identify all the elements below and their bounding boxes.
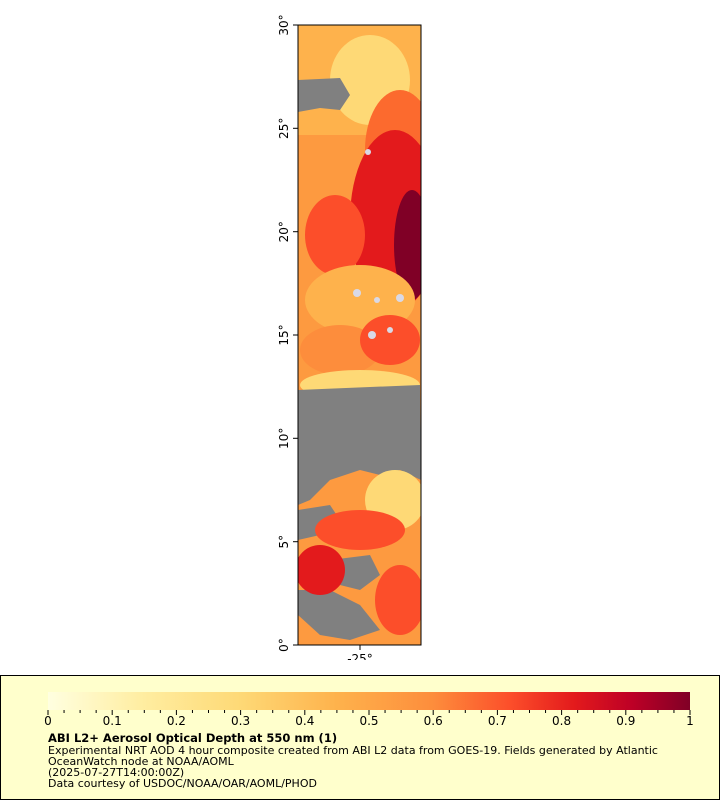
colorbar-tick-label: 0.7 [488,714,507,728]
legend-panel: 0 0.1 0.2 0.3 0.4 0.5 0.6 0.7 0.8 0.9 1 ABI L2+ Ae… [0,675,720,800]
colorbar-tick-label: 0.3 [231,714,250,728]
colorbar-tick-label: 1 [686,714,694,728]
colorbar-tick-label: 0.5 [359,714,378,728]
lat-tick-label: 0° [277,638,291,652]
colorbar: 0 0.1 0.2 0.3 0.4 0.5 0.6 0.7 0.8 0.9 1 [44,692,694,728]
lat-tick-label: 10° [277,428,291,449]
colorbar-gradient [48,692,690,710]
legend-description: OceanWatch node at NOAA/AOML [48,755,234,768]
legend-title: ABI L2+ Aerosol Optical Depth at 550 nm … [48,731,338,745]
colorbar-tick-label: 0.4 [295,714,314,728]
lat-tick-label: 25° [277,118,291,139]
lon-axis: -25° [347,645,373,660]
colorbar-tick-label: 0.8 [552,714,571,728]
legend-credit: Data courtesy of USDOC/NOAA/OAR/AOML/PHO… [48,777,317,790]
lat-tick-label: 15° [277,324,291,345]
colorbar-tick-label: 0 [44,714,52,728]
legend-date: (2025-07-27T14:00:00Z) [48,766,185,779]
colorbar-tick-label: 0.2 [167,714,186,728]
lat-axis: 0° 5° 10° 15° 20° 25° 30° [277,14,298,652]
colorbar-ticks: 0 0.1 0.2 0.3 0.4 0.5 0.6 0.7 0.8 0.9 1 [44,710,694,728]
aod-map: 0° 5° 10° 15° 20° 25° 30° -25° [277,14,422,660]
legend-description: Experimental NRT AOD 4 hour composite cr… [48,744,658,757]
lat-tick-label: 5° [277,535,291,549]
colorbar-tick-label: 0.9 [616,714,635,728]
lat-tick-label: 30° [277,14,291,35]
map-field [298,25,421,645]
lon-tick-label: -25° [347,652,373,660]
lat-tick-label: 20° [277,221,291,242]
colorbar-tick-label: 0.1 [103,714,122,728]
colorbar-tick-label: 0.6 [424,714,443,728]
